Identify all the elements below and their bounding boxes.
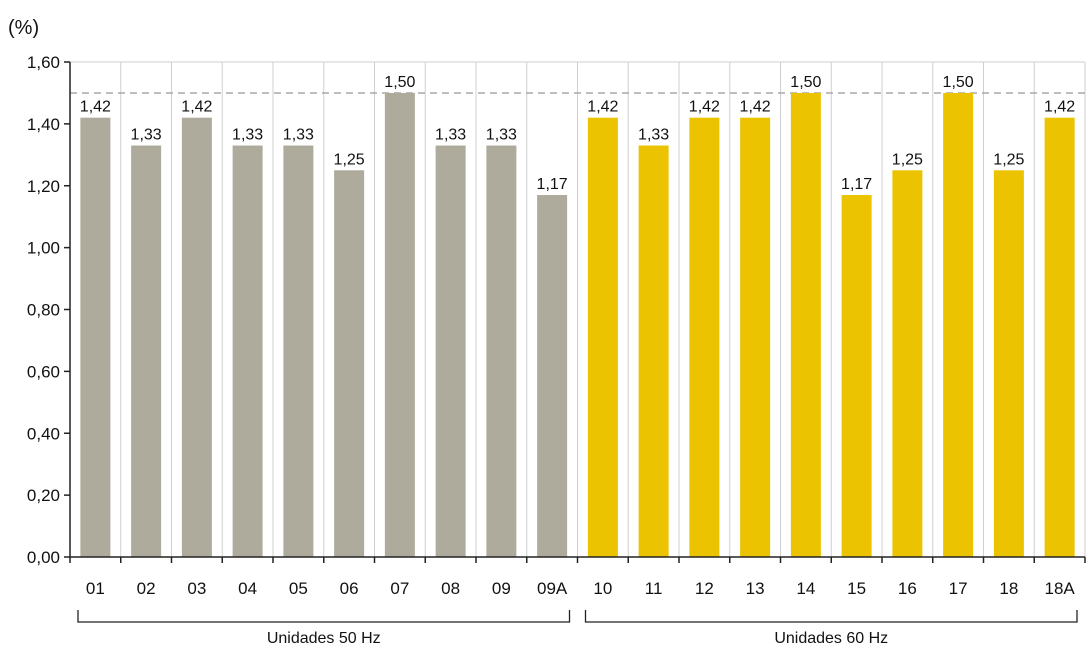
- y-tick-label: 0,80: [27, 301, 60, 320]
- data-label-16: 1,25: [892, 151, 923, 168]
- group-brackets: Unidades 50 Hz Unidades 60 Hz: [77, 610, 1078, 647]
- data-label-12: 1,42: [689, 99, 720, 116]
- group-bracket: [77, 610, 571, 623]
- bar-09A: [537, 195, 568, 557]
- bars: [80, 92, 1075, 557]
- bar-07: [384, 92, 415, 557]
- x-tick-label-05: 05: [289, 579, 308, 598]
- x-tick-label-15: 15: [847, 579, 866, 598]
- bar-13: [740, 117, 771, 557]
- bar-15: [841, 195, 872, 557]
- group-label: Unidades 60 Hz: [774, 630, 888, 647]
- data-label-08: 1,33: [435, 127, 466, 144]
- grid: [70, 61, 1086, 557]
- bar-05: [283, 145, 314, 557]
- data-label-18A: 1,42: [1044, 99, 1075, 116]
- bar-06: [334, 170, 365, 557]
- x-tick-label-18A: 18A: [1045, 579, 1076, 598]
- bar-14: [790, 92, 821, 557]
- y-tick-label: 0,40: [27, 424, 60, 443]
- y-tick-label: 0,20: [27, 486, 60, 505]
- bar-01: [80, 117, 111, 557]
- data-label-14: 1,50: [790, 74, 821, 91]
- bar-04: [232, 145, 263, 557]
- data-label-06: 1,25: [334, 151, 365, 168]
- x-tick-label-01: 01: [86, 579, 105, 598]
- x-tick-labels: 01 02 03 04 05 06 07 08 09 09A 10 11 12 13 14 15 16 17 18 1…: [69, 557, 1086, 598]
- bar-17: [943, 92, 974, 557]
- x-tick-label-04: 04: [238, 579, 257, 598]
- y-tick-label: 1,00: [27, 239, 60, 258]
- bar-18A: [1044, 117, 1075, 557]
- bar-16: [892, 170, 923, 557]
- bar-08: [435, 145, 466, 557]
- group-label: Unidades 50 Hz: [267, 630, 381, 647]
- data-label-17: 1,50: [943, 74, 974, 91]
- data-label-09: 1,33: [486, 127, 517, 144]
- group-bracket: [584, 610, 1078, 623]
- data-label-04: 1,33: [232, 127, 263, 144]
- y-axis-unit-label: (%): [8, 17, 39, 39]
- x-tick-label-09A: 09A: [537, 579, 568, 598]
- bar-12: [689, 117, 720, 557]
- x-tick-label-08: 08: [441, 579, 460, 598]
- x-tick-label-14: 14: [796, 579, 815, 598]
- data-label-09A: 1,17: [537, 176, 568, 193]
- y-tick-labels: 0,00 0,20 0,40 0,60 0,80 1,00 1,20 1,40 1,60: [27, 53, 70, 567]
- data-label-07: 1,50: [384, 74, 415, 91]
- x-tick-label-11: 11: [645, 579, 663, 598]
- data-label-15: 1,17: [841, 176, 872, 193]
- x-tick-label-12: 12: [695, 579, 714, 598]
- data-label-10: 1,42: [587, 99, 618, 116]
- data-label-02: 1,33: [131, 127, 162, 144]
- data-label-18: 1,25: [993, 151, 1024, 168]
- data-label-13: 1,42: [740, 99, 771, 116]
- data-label-01: 1,42: [80, 99, 111, 116]
- bar-02: [131, 145, 162, 557]
- y-tick-label: 1,20: [27, 177, 60, 196]
- y-tick-label: 1,60: [27, 53, 60, 72]
- data-label-03: 1,42: [181, 99, 212, 116]
- x-tick-label-18: 18: [999, 579, 1018, 598]
- x-tick-label-03: 03: [187, 579, 206, 598]
- bar-11: [638, 145, 669, 557]
- bar-03: [181, 117, 212, 557]
- data-labels: 1,42 1,33 1,42 1,33 1,33 1,25 1,50 1,33 1,33 1,17…: [80, 74, 1075, 193]
- x-tick-label-16: 16: [898, 579, 917, 598]
- x-tick-label-02: 02: [137, 579, 156, 598]
- x-tick-label-09: 09: [492, 579, 511, 598]
- x-tick-label-06: 06: [340, 579, 359, 598]
- bar-18: [993, 170, 1024, 557]
- data-label-05: 1,33: [283, 127, 314, 144]
- x-tick-label-10: 10: [593, 579, 612, 598]
- x-tick-label-17: 17: [949, 579, 968, 598]
- bar-09: [486, 145, 517, 557]
- data-label-11: 1,33: [638, 127, 669, 144]
- y-tick-label: 0,00: [27, 548, 60, 567]
- x-tick-label-13: 13: [746, 579, 765, 598]
- x-tick-label-07: 07: [390, 579, 409, 598]
- y-tick-label: 0,60: [27, 362, 60, 381]
- y-tick-label: 1,40: [27, 115, 60, 134]
- bar-10: [587, 117, 618, 557]
